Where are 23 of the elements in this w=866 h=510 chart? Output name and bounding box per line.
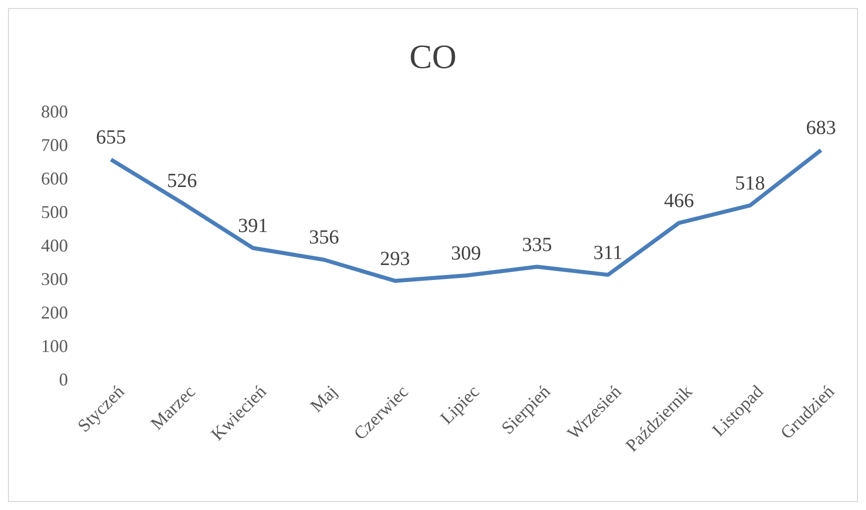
y-tick-label: 500 (41, 202, 68, 222)
x-tick-label: Maj (306, 381, 341, 416)
y-tick-label: 400 (41, 235, 68, 256)
y-tick-label: 800 (41, 101, 68, 122)
data-label: 655 (96, 126, 126, 149)
data-label: 526 (167, 170, 197, 192)
chart-title: CO (409, 39, 457, 77)
data-label: 391 (238, 215, 268, 238)
data-label: 335 (522, 234, 552, 256)
data-label: 356 (309, 226, 339, 249)
line-series (109, 148, 823, 283)
data-label: 518 (735, 172, 765, 194)
y-tick-label: 700 (41, 134, 68, 155)
y-tick-label: 600 (41, 168, 68, 188)
y-tick-label: 100 (41, 336, 68, 356)
data-label: 466 (664, 190, 694, 212)
data-label: 683 (806, 117, 836, 140)
data-label: 309 (451, 242, 481, 264)
y-tick-label: 200 (41, 302, 68, 322)
y-tick-label: 0 (59, 369, 68, 390)
y-tick-label: 300 (41, 268, 68, 289)
data-label: 293 (380, 248, 410, 270)
data-label: 311 (593, 242, 623, 264)
